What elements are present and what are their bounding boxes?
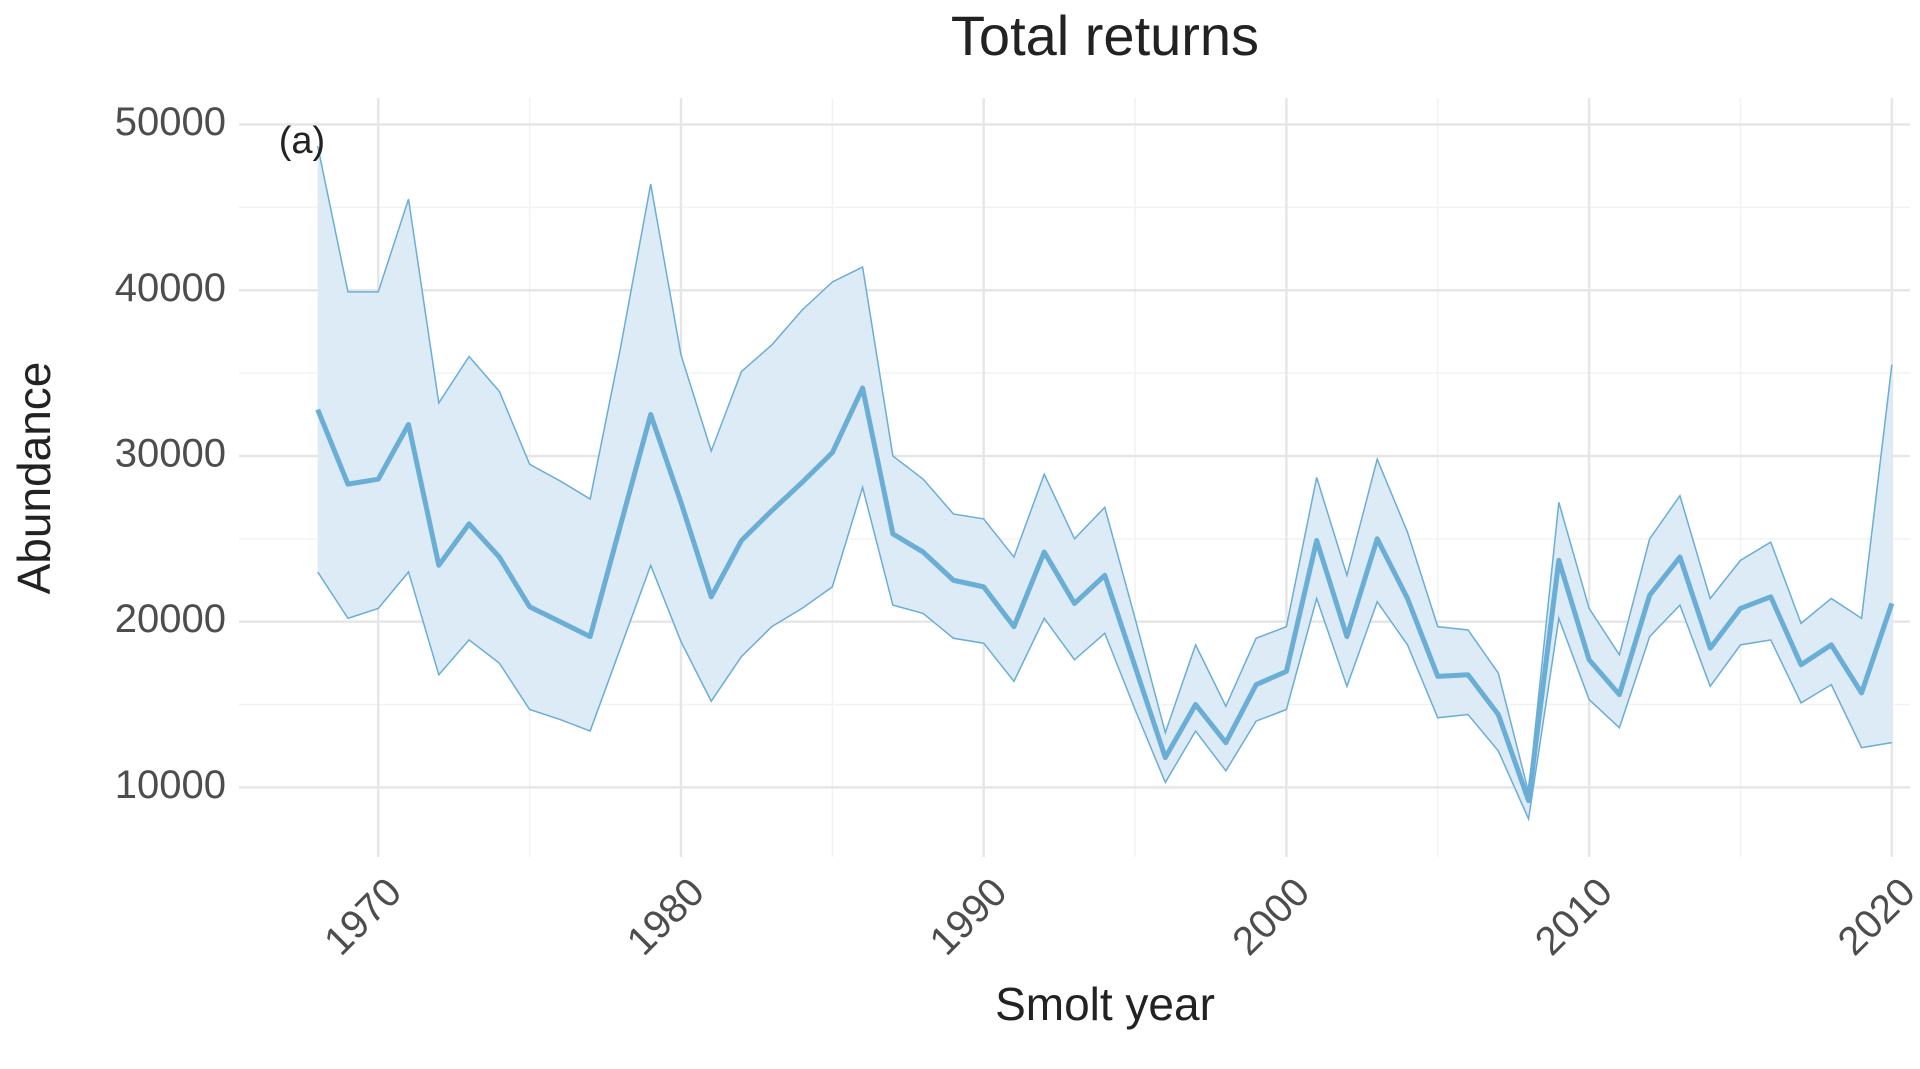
y-tick-label: 40000 xyxy=(115,266,226,310)
x-tick-label: 2000 xyxy=(1224,870,1318,964)
band-edge xyxy=(317,484,1892,822)
chart-title: Total returns xyxy=(951,4,1259,67)
x-tick-label: 2020 xyxy=(1830,870,1920,964)
confidence-band xyxy=(317,146,1892,819)
line xyxy=(315,385,1895,804)
annotation: (a) xyxy=(279,120,325,162)
x-axis-label: Smolt year xyxy=(995,978,1215,1030)
y-tick-label: 50000 xyxy=(115,100,226,144)
y-tick-label: 20000 xyxy=(115,597,226,641)
band-edge xyxy=(316,145,1893,793)
y-axis-label: Abundance xyxy=(8,362,60,595)
y-tick-label: 10000 xyxy=(115,763,226,807)
x-tick-label: 2010 xyxy=(1527,870,1621,964)
x-tick-label: 1980 xyxy=(619,870,713,964)
x-tick-label: 1990 xyxy=(921,870,1015,964)
x-tick-label: 1970 xyxy=(316,870,410,964)
y-tick-label: 30000 xyxy=(115,432,226,476)
